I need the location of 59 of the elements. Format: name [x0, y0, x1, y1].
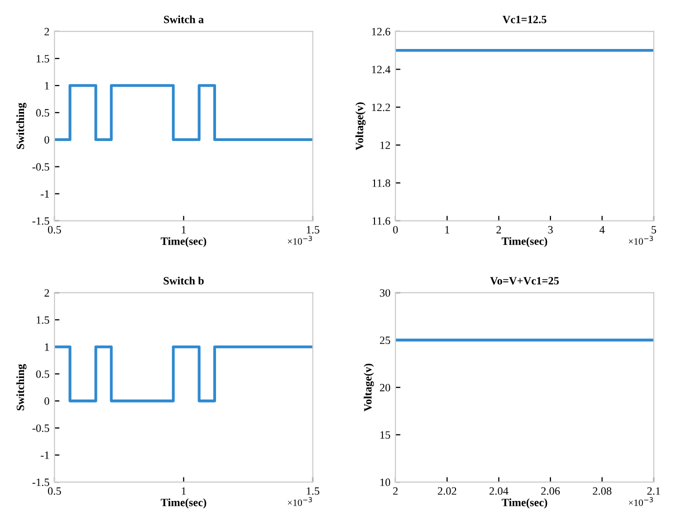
x-axis-title: Time(sec)	[160, 498, 206, 508]
y-axis-title: Voltage(v)	[364, 364, 374, 412]
chart-title: Switch a	[164, 15, 204, 24]
x-axis-title: Time(sec)	[160, 237, 206, 248]
text: ×10$^{−3}$	[628, 236, 653, 245]
x-tick-label: 5	[652, 226, 656, 234]
x-tick-label: 1.5	[306, 487, 320, 495]
x-tick-label: 4	[600, 226, 605, 234]
y-tick-label: -1	[40, 452, 49, 459]
y-axis-title: Voltage(v)	[355, 102, 366, 150]
x-axis-title: Time(sec)	[502, 237, 548, 248]
chart-title: Vc1=12.5	[502, 16, 546, 24]
x-tick-label: 1	[182, 226, 186, 234]
y-tick-label: 12	[380, 142, 390, 149]
y-tick-label: 1.5	[36, 55, 50, 62]
y-tick-label: 12.6	[372, 28, 390, 36]
y-tick-label: 2	[44, 28, 50, 36]
y-tick-label: 1	[45, 82, 49, 90]
y-tick-label: -1	[40, 190, 49, 198]
y-tick-label: 10	[380, 478, 390, 486]
text: ×10$^{−3}$	[288, 497, 312, 506]
y-tick-label: 11.6	[372, 217, 390, 225]
x-tick-label: 2.08	[592, 487, 612, 495]
y-tick-label: 0	[44, 136, 50, 144]
y-tick-label: 30	[380, 289, 390, 297]
text: ×10$^{−3}$	[288, 236, 312, 245]
x-tick-label: 2	[393, 487, 398, 495]
y-tick-label: 15	[380, 431, 390, 439]
x-tick-label: 3	[548, 226, 553, 234]
x-tick-label: 1.5	[306, 226, 320, 234]
x-tick-label: 2.02	[438, 487, 456, 495]
x-tick-label: 2.04	[490, 487, 508, 495]
x-axis-title: Time(sec)	[502, 498, 548, 508]
y-tick-label: 25	[380, 336, 390, 344]
y-tick-label: -0.5	[32, 424, 50, 432]
y-tick-label: 11.8	[372, 179, 390, 187]
x-tick-label: 2	[496, 226, 501, 234]
y-tick-label: 1	[45, 343, 49, 351]
y-tick-label: 12.4	[372, 66, 390, 74]
chart-title: Vo=V+Vc1=25	[490, 277, 559, 285]
x-tick-label: 2.1	[647, 487, 660, 495]
y-axis-title: Switching	[16, 364, 26, 410]
chart-title: Switch b	[164, 276, 204, 285]
x-tick-label: 0	[393, 226, 398, 234]
y-tick-label: 0.5	[36, 109, 50, 117]
y-tick-label: -1.5	[32, 217, 50, 225]
text: ×10$^{−3}$	[628, 497, 653, 506]
y-tick-label: 2	[44, 289, 50, 297]
y-tick-label: 12.2	[372, 104, 390, 112]
y-tick-label: 1.5	[36, 316, 50, 324]
y-axis-title: Switching	[16, 102, 26, 149]
y-tick-label: 20	[380, 384, 390, 392]
y-tick-label: 0	[44, 397, 50, 405]
x-tick-label: 1	[445, 226, 450, 234]
y-tick-label: -0.5	[32, 163, 50, 171]
x-tick-label: 2.06	[541, 487, 560, 495]
y-tick-label: 0.5	[36, 370, 50, 378]
x-tick-label: 1	[182, 487, 186, 495]
y-tick-label: -1.5	[32, 478, 50, 486]
